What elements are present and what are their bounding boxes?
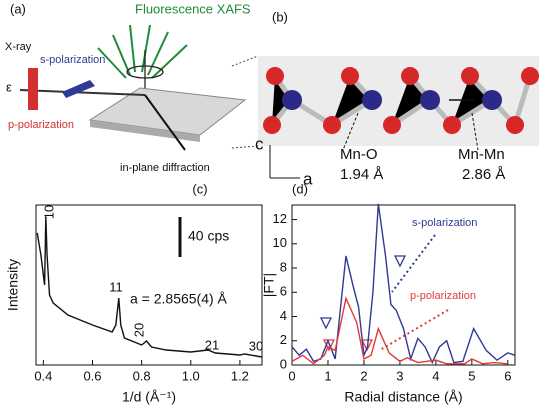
x-axis-label: 1/d (Å⁻¹) [122, 389, 176, 405]
mn-o-pointer [342, 112, 359, 151]
oxygen-atoms [263, 67, 539, 134]
x-ray-beam [19, 89, 146, 96]
panel-a: (a) Fluorescence XAFS X-ray s-polarizati… [5, 1, 251, 173]
fluorescence-arrows [97, 24, 188, 79]
mn-mn-distance: 2.86 Å [462, 166, 505, 183]
y-tick-label: 12 [273, 211, 287, 226]
x-tick-label: 1 [324, 368, 331, 383]
p-pol-arrow [28, 68, 38, 110]
scale-bar-label: 40 cps [188, 228, 229, 244]
plot-frame [35, 204, 263, 366]
y-tick-label: 6 [280, 284, 287, 299]
x-tick-label: 1.0 [182, 368, 200, 383]
p-pol-label: p-polarization [8, 119, 74, 131]
plot-frame [291, 204, 516, 366]
x-tick-label: 0.8 [133, 368, 151, 383]
y-tick-label: 8 [280, 259, 287, 274]
s-pol-pointer [391, 234, 436, 293]
y-tick-label: 10 [273, 235, 287, 250]
panel-label: (d) [292, 181, 308, 196]
p-pol-pointer [379, 309, 449, 351]
diffraction-label: in-plane diffraction [120, 162, 210, 174]
x-tick-label: 0 [288, 368, 295, 383]
data-line [36, 216, 263, 358]
panel-label: (c) [192, 181, 207, 196]
diffraction-beam [144, 94, 186, 151]
peak-label: 21 [205, 337, 219, 352]
peak-label: 30 [249, 338, 263, 353]
y-tick-label: 4 [280, 308, 287, 323]
x-tick-label: 0.6 [83, 368, 101, 383]
data-line [291, 296, 508, 365]
s-pol-label: s-polarization [40, 54, 105, 66]
sample-edge [90, 120, 200, 142]
mn-mn-pointer [471, 112, 479, 151]
mn-o-label: Mn-O [340, 146, 378, 163]
panel-b: (b) c a Mn-O 1.94 Å Mn-Mn 2.86 Å [231, 9, 539, 188]
epsilon-label: ε [6, 79, 12, 94]
s-pol-arrow [62, 80, 95, 98]
x-tick-label: 3 [396, 368, 403, 383]
y-tick-label: 0 [280, 356, 287, 371]
zoom-line [231, 145, 259, 149]
zoom-line [231, 55, 259, 67]
peak-label: 20 [131, 323, 146, 337]
peak-label: 11 [109, 279, 123, 294]
lattice-label: a = 2.8565(4) Å [130, 291, 228, 307]
x-tick-label: 2 [360, 368, 367, 383]
y-axis-label: Intensity [5, 259, 21, 311]
fluorescence-label: Fluorescence XAFS [135, 1, 251, 16]
y-tick-label: 2 [280, 332, 287, 347]
x-ray-label: X-ray [5, 41, 32, 53]
mn-o-distance: 1.94 Å [340, 166, 383, 183]
series-label: s-polarization [412, 217, 477, 229]
x-tick-label: 6 [504, 368, 511, 383]
x-axis-label: Radial distance (Å) [344, 389, 462, 405]
c-axis-label: c [255, 134, 264, 153]
series-label: p-polarization [410, 290, 476, 302]
panel-label: (a) [10, 1, 26, 16]
y-axis-label: |FT| [261, 273, 277, 297]
x-tick-label: 5 [468, 368, 475, 383]
peak-label: 10 [41, 205, 56, 219]
peak-markers [319, 255, 407, 352]
x-tick-label: 0.4 [34, 368, 52, 383]
manganese-atoms [282, 90, 502, 110]
a-axis-label: a [303, 169, 313, 188]
data-line [291, 203, 516, 365]
panel-label: (b) [272, 9, 288, 24]
mn-mn-label: Mn-Mn [458, 146, 505, 163]
x-tick-label: 1.2 [231, 368, 249, 383]
x-tick-label: 4 [432, 368, 439, 383]
